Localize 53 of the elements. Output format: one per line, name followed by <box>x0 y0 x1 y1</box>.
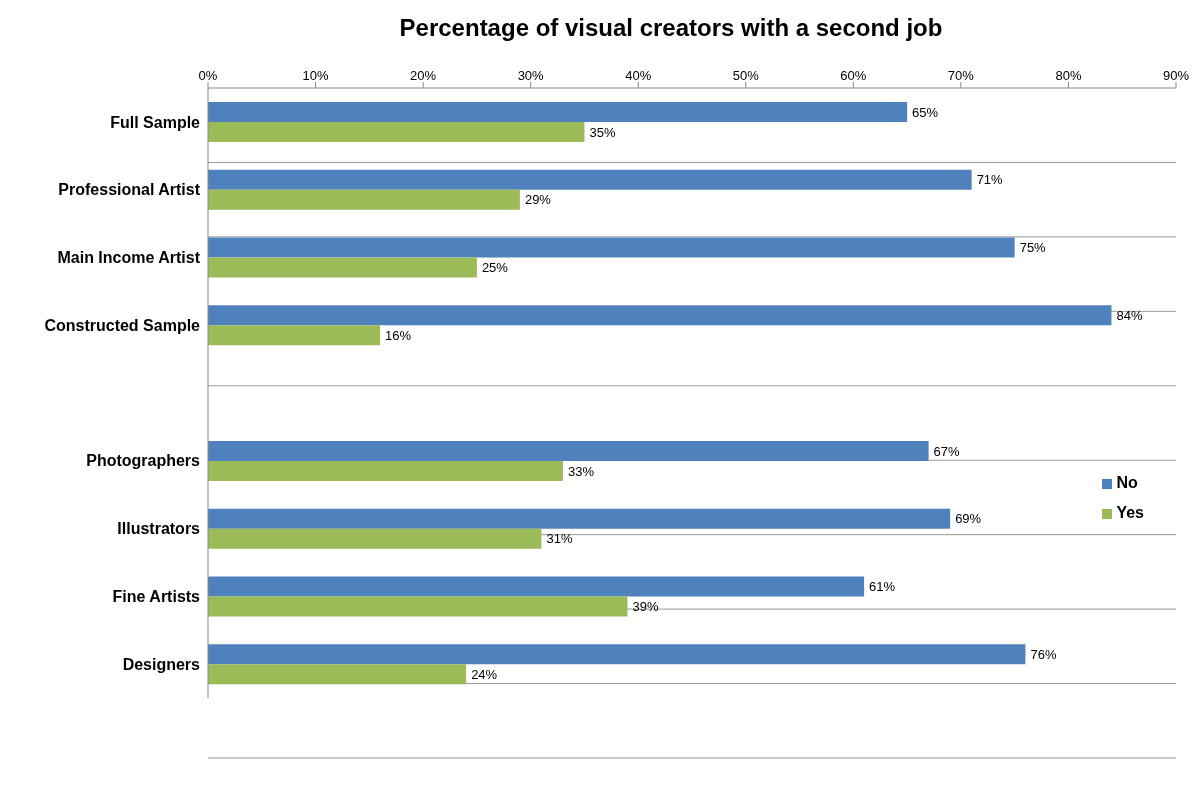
bar <box>208 122 585 142</box>
bar <box>208 508 951 529</box>
x-tick-label: 90% <box>1162 68 1190 83</box>
x-tick-label: 30% <box>517 68 545 83</box>
data-label: 33% <box>567 463 595 479</box>
data-label: 39% <box>632 599 659 615</box>
y-tick-label: Full Sample <box>110 113 201 131</box>
bar <box>208 189 520 210</box>
bar <box>208 257 477 278</box>
bar <box>208 102 908 122</box>
x-tick-label: 70% <box>947 68 975 83</box>
data-label: 61% <box>869 579 896 595</box>
y-tick-label: Fine Artists <box>112 588 201 606</box>
data-label: 29% <box>524 192 552 208</box>
data-label: 25% <box>481 260 509 276</box>
data-label: 35% <box>589 124 616 140</box>
data-label: 31% <box>546 531 573 547</box>
data-label: 84% <box>1116 307 1143 323</box>
data-label: 24% <box>471 666 498 682</box>
legend-label: Yes <box>1116 504 1144 521</box>
y-tick-label: Constructed Sample <box>44 316 201 334</box>
x-tick-label: 60% <box>840 68 867 83</box>
bar <box>208 325 381 346</box>
data-label: 75% <box>1019 240 1047 256</box>
chart-title: Percentage of visual creators with a second job <box>398 13 944 43</box>
data-label: 67% <box>933 443 961 459</box>
bar <box>208 528 542 549</box>
y-tick-label: Designers <box>122 655 201 673</box>
data-label: 76% <box>1030 646 1057 662</box>
x-tick-label: 0% <box>198 68 218 83</box>
y-tick-label: Photographers <box>86 452 201 470</box>
y-tick-label: Main Income Artist <box>57 249 201 267</box>
y-tick-label: Illustrators <box>117 520 201 538</box>
x-tick-label: 50% <box>732 68 760 83</box>
x-tick-label: 20% <box>410 68 437 83</box>
bar <box>208 169 972 190</box>
bar <box>208 237 1015 258</box>
bar <box>208 305 1112 326</box>
data-label: 71% <box>976 172 1004 188</box>
data-label: 69% <box>955 511 982 527</box>
data-label: 16% <box>385 327 412 343</box>
bar <box>208 576 865 597</box>
data-label: 65% <box>912 104 939 120</box>
y-tick-label: Professional Artist <box>58 181 201 199</box>
bar <box>208 664 467 685</box>
bar <box>208 644 1026 665</box>
x-tick-label: 10% <box>302 68 329 83</box>
legend-label: No <box>1116 474 1138 491</box>
bar <box>208 596 628 617</box>
x-tick-label: 40% <box>625 68 652 83</box>
bar <box>208 440 929 461</box>
x-tick-label: 80% <box>1055 68 1082 83</box>
bar <box>208 460 563 481</box>
